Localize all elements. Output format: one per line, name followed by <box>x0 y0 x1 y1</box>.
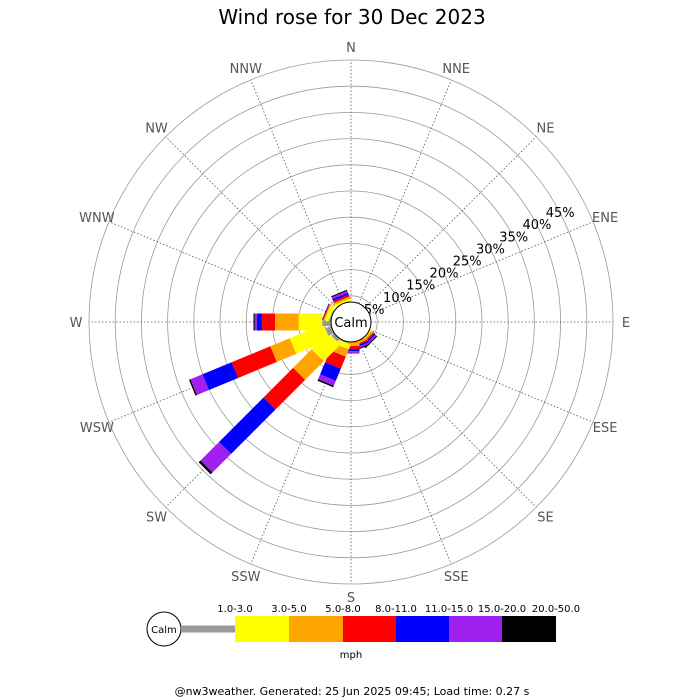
bar-wnw-bin-5 <box>322 303 330 320</box>
bar-w-bin-3 <box>275 313 299 331</box>
direction-label-ese: ESE <box>593 421 618 436</box>
direction-label-nw: NW <box>145 122 168 137</box>
bar-nnw-bin-3 <box>333 296 351 305</box>
bar-w-bin-6 <box>254 313 257 331</box>
direction-label-wsw: WSW <box>80 421 114 436</box>
bar-wsw-bin-6 <box>190 374 209 395</box>
legend-bin-label-7: 20.0-50.0 <box>532 604 580 615</box>
bar-ssw-bin-6 <box>318 374 336 386</box>
legend: Calm 1.0-3.0 3.0-5.0 5.0-8.0 8.0-11.0 11.0-15… <box>146 604 580 661</box>
bar-wnw-bin-3 <box>323 304 331 321</box>
legend-swatch-4 <box>343 616 396 642</box>
ring-label-15: 15% <box>406 279 435 294</box>
ring-label-40: 40% <box>522 218 551 233</box>
bar-wnw-bin-2 <box>324 304 335 322</box>
direction-label-nne: NNE <box>442 62 470 77</box>
grid-ring-9 <box>114 85 588 559</box>
spoke-se <box>364 335 537 508</box>
bar-sw-bin-6 <box>200 442 231 473</box>
bar-w-bin-4 <box>261 313 275 331</box>
direction-label-n: N <box>346 41 356 56</box>
bar-wsw-bin-3 <box>270 338 297 362</box>
bar-sw-bin-5 <box>219 397 276 454</box>
legend-swatch-1 <box>181 625 235 633</box>
legend-swatch-2 <box>235 616 289 642</box>
bar-w-bin-7 <box>253 313 255 331</box>
legend-bin-label-3: 5.0-8.0 <box>325 604 360 615</box>
direction-label-wnw: WNW <box>79 211 115 226</box>
direction-label-s: S <box>347 591 355 606</box>
direction-label-se: SE <box>537 511 553 526</box>
bar-sw-bin-4 <box>263 367 306 410</box>
bar-sw-bin-3 <box>293 349 324 380</box>
bar-ssw-bin-4 <box>325 350 346 369</box>
bar-wsw-bin-4 <box>231 346 277 378</box>
grid-ring-5 <box>219 190 483 454</box>
legend-bin-label-2: 3.0-5.0 <box>271 604 306 615</box>
ring-label-45: 45% <box>546 206 575 221</box>
legend-bin-label-1: 1.0-3.0 <box>217 604 252 615</box>
direction-label-e: E <box>622 316 630 331</box>
spoke-ne <box>364 136 537 309</box>
bar-nnw-bin-5 <box>332 292 349 301</box>
bar-wsw-bin-5 <box>202 362 239 390</box>
legend-swatch-5 <box>396 616 449 642</box>
bar-ssw-bin-7 <box>317 379 334 388</box>
legend-swatch-7 <box>502 616 556 642</box>
calm-label: Calm <box>334 316 367 331</box>
bar-ssw-bin-5 <box>320 362 341 381</box>
bar-w-bin-5 <box>256 313 262 331</box>
legend-calm-label: Calm <box>151 625 177 636</box>
ring-label-10: 10% <box>383 291 412 306</box>
chart-title: Wind rose for 30 Dec 2023 <box>218 5 485 29</box>
ring-label-35: 35% <box>499 230 528 245</box>
direction-label-sw: SW <box>146 511 167 526</box>
bar-wsw-bin-2 <box>289 324 330 354</box>
legend-bin-label-6: 15.0-20.0 <box>478 604 526 615</box>
direction-label-ne: NE <box>537 122 555 137</box>
bar-nnw-bin-7 <box>331 289 348 298</box>
ring-labels: 5%10%15%20%25%30%35%40%45% <box>364 206 575 318</box>
ring-label-20: 20% <box>430 267 459 282</box>
legend-bin-label-4: 8.0-11.0 <box>375 604 417 615</box>
legend-swatch-3 <box>289 616 343 642</box>
ring-label-25: 25% <box>453 255 482 270</box>
direction-labels: N NNE NE ENE E ESE SE SSE S SSW SW WSW W WNW NW NNW <box>70 41 631 606</box>
bar-sw-bin-7 <box>198 460 213 475</box>
bar-sw-bin-2 <box>311 332 341 362</box>
direction-label-sse: SSE <box>444 570 469 585</box>
bar-w-bin-2 <box>298 313 323 331</box>
calm-circle <box>330 301 372 343</box>
bar-wsw-bin-7 <box>189 379 197 396</box>
polar-grid <box>88 59 614 585</box>
footer-text: @nw3weather. Generated: 25 Jun 2025 09:4… <box>175 685 530 698</box>
direction-label-w: W <box>70 316 83 331</box>
direction-label-ssw: SSW <box>231 570 261 585</box>
legend-unit: mph <box>340 650 362 661</box>
direction-label-nnw: NNW <box>230 62 262 77</box>
legend-bin-label-5: 11.0-15.0 <box>425 604 473 615</box>
direction-label-ene: ENE <box>592 211 618 226</box>
legend-swatch-6 <box>449 616 502 642</box>
bar-wnw-bin-4 <box>322 303 330 320</box>
ring-label-30: 30% <box>476 242 505 257</box>
spoke-nw <box>165 136 338 309</box>
bar-nnw-bin-4 <box>333 294 350 303</box>
bar-nnw-bin-6 <box>331 290 348 300</box>
grid-ring-7 <box>167 138 535 506</box>
